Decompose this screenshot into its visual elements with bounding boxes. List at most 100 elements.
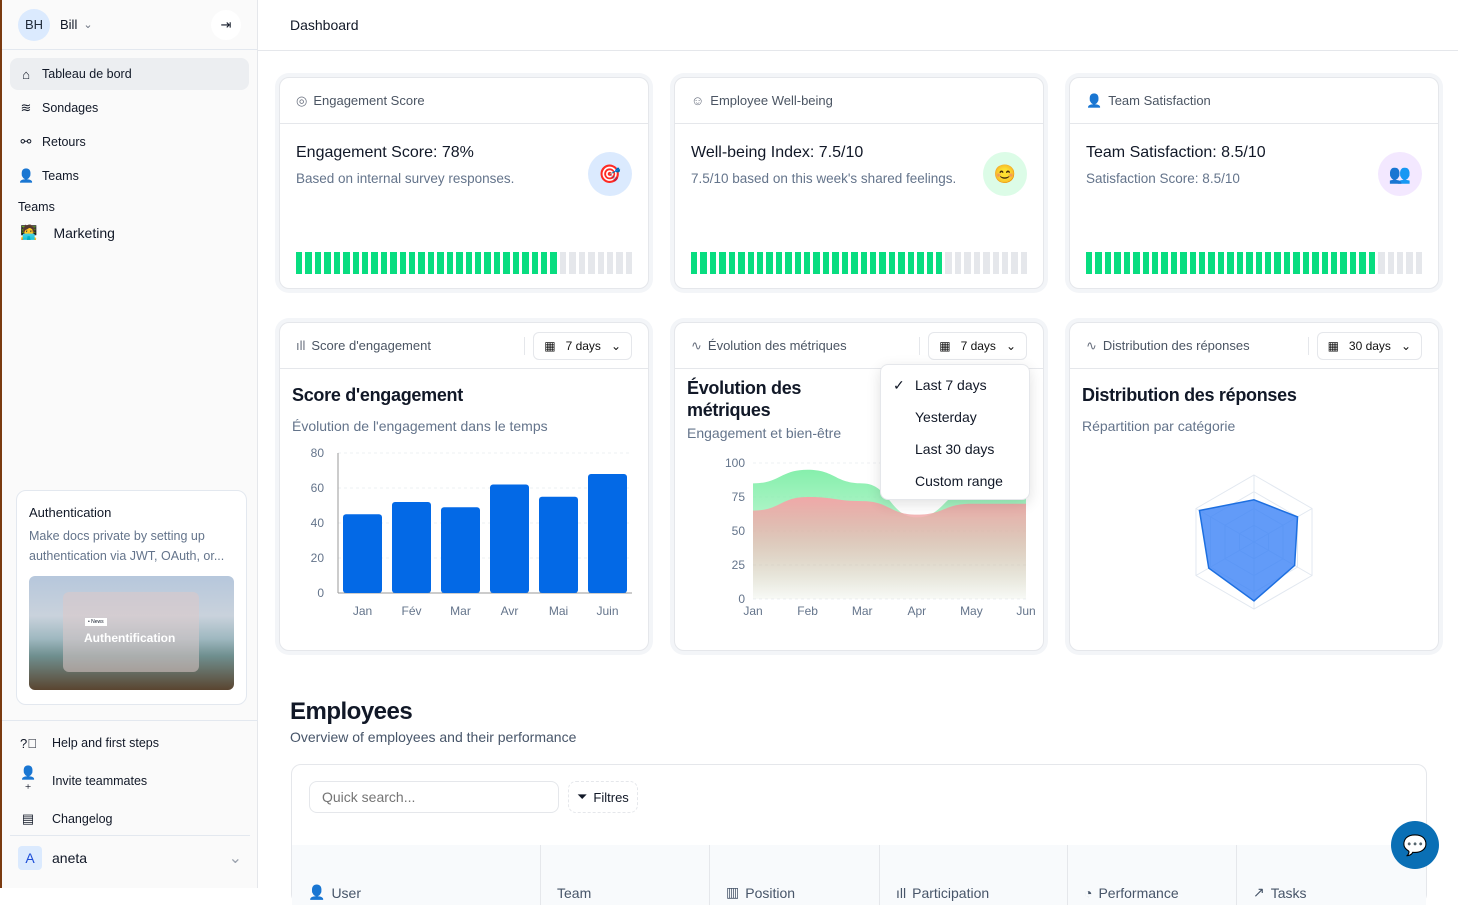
x-tick-label: Jan (353, 604, 372, 618)
employees-title: Employees (290, 698, 413, 725)
progress-segment (569, 252, 576, 274)
team-marketing[interactable]: 🧑‍💻 Marketing (10, 220, 249, 245)
x-tick-label: Feb (797, 604, 818, 618)
option-custom-range[interactable]: Custom range (881, 465, 1029, 497)
progress-segment (296, 252, 303, 274)
progress-segment (1378, 252, 1385, 274)
user-name[interactable]: Bill (60, 17, 78, 32)
progress-bar (1086, 252, 1423, 274)
card-header: Engagement Score (313, 93, 425, 108)
option-last-7-days[interactable]: ✓ Last 7 days (881, 369, 1029, 401)
progress-segment (522, 252, 529, 274)
search-input[interactable] (309, 781, 559, 813)
column-participation[interactable]: ıll Participation (880, 845, 1068, 905)
x-tick-label: Fév (401, 604, 421, 618)
footer-label: Help and first steps (52, 736, 159, 750)
news-badge: • News (85, 618, 107, 626)
account-avatar: A (18, 846, 42, 870)
chevron-down-icon: ⌄ (228, 850, 242, 867)
progress-segment (804, 252, 811, 274)
sidebar-toggle-icon[interactable]: ⇥ (211, 9, 241, 40)
card-header: Évolution des métriques (707, 338, 847, 353)
progress-segment (1086, 252, 1093, 274)
progress-segment (578, 252, 586, 274)
x-tick-label: May (960, 604, 983, 618)
progress-segment (475, 252, 482, 274)
sidebar: BH Bill ⌄ ⇥ ⌂ Tableau de bord ≋ Sondages ⚯… (0, 0, 258, 888)
sidebar-item-teams[interactable]: 👤 Teams (10, 160, 249, 192)
date-range-select[interactable]: ▦ 30 days ⌄ (1307, 331, 1422, 360)
kpi-subtitle: Based on internal survey responses. (296, 171, 515, 186)
progress-segment (1406, 252, 1413, 274)
chart-title: Distribution des réponses (1082, 385, 1297, 405)
y-tick-label: 80 (311, 446, 325, 460)
chevron-down-icon: ⌄ (1005, 338, 1016, 353)
progress-segment (1189, 252, 1197, 274)
progress-segment (879, 252, 886, 274)
column-label: Performance (1098, 885, 1179, 901)
main: Dashboard ◎ Engagement Score Engagement S… (258, 0, 1458, 905)
sidebar-item-surveys[interactable]: ≋ Sondages (10, 92, 249, 124)
sidebar-item-dashboard[interactable]: ⌂ Tableau de bord (10, 58, 249, 90)
x-tick-label: Mar (852, 604, 873, 618)
kpi-subtitle: 7.5/10 based on this week's shared feeli… (691, 171, 957, 186)
x-tick-label: Jun (1016, 604, 1035, 618)
page-title: Dashboard (258, 0, 1458, 51)
chevron-down-icon[interactable]: ⌄ (83, 19, 93, 31)
option-last-30-days[interactable]: Last 30 days (881, 433, 1029, 465)
promo-card[interactable]: Authentication Make docs private by sett… (16, 490, 247, 705)
progress-segment (1330, 252, 1338, 274)
column-label: User (331, 885, 361, 901)
progress-segment (1302, 252, 1310, 274)
column-label: Tasks (1270, 885, 1307, 901)
option-yesterday[interactable]: Yesterday (881, 401, 1029, 433)
progress-segment (907, 252, 915, 274)
activity-icon: ∿ (691, 337, 702, 353)
progress-segment (917, 252, 924, 274)
x-tick-label: Mai (549, 604, 568, 618)
date-range-dropdown: ✓ Last 7 days Yesterday Last 30 days Cust… (880, 364, 1030, 500)
y-tick-label: 0 (317, 586, 324, 600)
option-label: Last 7 days (915, 377, 987, 393)
progress-segment (756, 252, 764, 274)
team-label: Marketing (53, 224, 115, 241)
chart-card-distribution: ∿ Distribution des réponses ▦ 30 days ⌄ Dis… (1069, 322, 1439, 651)
progress-segment (700, 252, 707, 274)
column-team[interactable]: Team (541, 845, 710, 905)
progress-segment (766, 252, 773, 274)
account-switcher[interactable]: A aneta ⌄ (10, 835, 250, 880)
technologist-icon: 🧑‍💻 (20, 224, 38, 240)
avatar[interactable]: BH (18, 8, 50, 41)
progress-segment (860, 252, 868, 274)
progress-segment (1349, 252, 1357, 274)
activity-icon: ∿ (1086, 337, 1097, 353)
progress-segment (1340, 252, 1347, 274)
progress-segment (1208, 252, 1215, 274)
bar (539, 496, 578, 593)
chat-launcher-icon[interactable]: 💬 (1391, 821, 1439, 869)
sidebar-item-feedback[interactable]: ⚯ Retours (10, 126, 249, 158)
date-range-select[interactable]: ▦ 7 days ⌄ (524, 331, 632, 360)
changelog-link[interactable]: ▤ Changelog (10, 801, 250, 837)
progress-segment (822, 252, 830, 274)
column-position[interactable]: ▥ Position (710, 845, 880, 905)
kpi-card-satisfaction: 👤 Team Satisfaction Team Satisfaction: 8.… (1069, 77, 1439, 289)
column-user[interactable]: 👤 User (292, 845, 541, 905)
progress-segment (409, 252, 416, 274)
y-tick-label: 40 (311, 516, 325, 530)
progress-segment (512, 252, 520, 274)
invite-link[interactable]: 👤⁺ Invite teammates (10, 763, 250, 799)
bar (441, 507, 480, 593)
smile-icon: ☺ (691, 93, 705, 108)
progress-segment (1151, 252, 1159, 274)
column-performance[interactable]: ◔ Performance (1068, 845, 1237, 905)
filter-button[interactable]: ⏷ Filtres (568, 781, 638, 813)
chevron-down-icon: ⌄ (610, 338, 621, 353)
kpi-title: Well-being Index: 7.5/10 (691, 144, 864, 161)
help-link[interactable]: ?⃝ Help and first steps (10, 725, 250, 761)
progress-segment (719, 252, 726, 274)
date-range-select[interactable]: ▦ 7 days ⌄ (919, 331, 1027, 360)
progress-segment (588, 252, 595, 274)
progress-segment (1180, 252, 1187, 274)
progress-segment (1001, 252, 1009, 274)
